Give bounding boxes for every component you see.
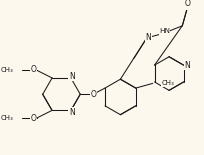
Text: O: O — [30, 114, 36, 123]
Text: O: O — [90, 90, 96, 99]
Text: N: N — [185, 61, 190, 70]
Text: CH₃: CH₃ — [161, 80, 174, 86]
Text: N: N — [146, 33, 151, 42]
Text: HN: HN — [159, 28, 170, 34]
Text: O: O — [185, 0, 191, 8]
Text: N: N — [69, 108, 75, 117]
Text: N: N — [69, 72, 75, 81]
Text: O: O — [30, 65, 36, 74]
Text: CH₃: CH₃ — [1, 115, 14, 121]
Text: CH₃: CH₃ — [1, 67, 14, 73]
